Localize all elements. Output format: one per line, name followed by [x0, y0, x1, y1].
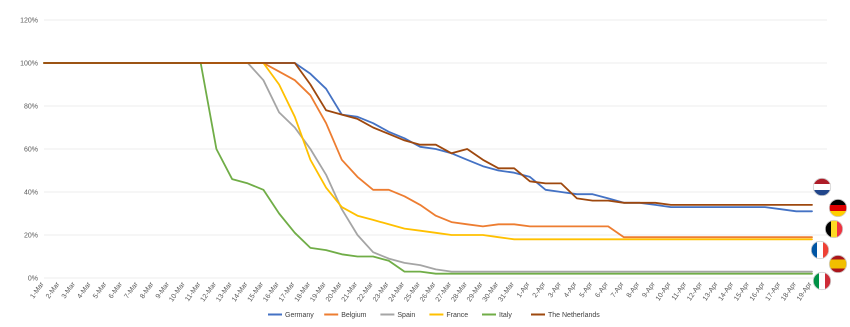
x-tick-label: 4-Apr — [563, 281, 579, 300]
italy-flag-icon — [813, 272, 831, 290]
series-line-italy — [43, 62, 813, 275]
y-axis-tick-labels: 0% 20% 40% 60% 80% 100% 120% — [20, 18, 38, 283]
legend-label: Italy — [499, 312, 512, 319]
x-tick-label: 10-Apr — [655, 281, 673, 303]
y-tick-label: 80% — [24, 104, 38, 111]
x-tick-label: 4-Mar — [76, 281, 93, 301]
legend: Germany Belgium Spain France Italy The Nether… — [268, 312, 600, 319]
x-tick-label: 1-Mar — [29, 281, 46, 301]
legend-entry: Belgium — [324, 312, 367, 319]
y-tick-label: 0% — [28, 276, 38, 283]
x-tick-label: 5-Mar — [92, 281, 109, 301]
x-tick-label: 31-Mar — [497, 281, 516, 304]
country-flags — [810, 177, 848, 291]
legend-label: France — [446, 312, 468, 319]
legend-label: Spain — [397, 312, 415, 319]
x-tick-label: 3-Mar — [61, 281, 78, 301]
france-flag-icon — [811, 241, 829, 259]
x-tick-label: 3-Apr — [547, 281, 563, 300]
spain-flag-icon — [829, 255, 847, 273]
netherlands-flag-icon — [813, 178, 831, 196]
x-tick-label: 2-Mar — [45, 281, 62, 301]
series-lines — [43, 62, 813, 275]
x-tick-label: 8-Mar — [139, 281, 156, 301]
y-tick-label: 40% — [24, 190, 38, 197]
x-tick-label: 6-Mar — [108, 281, 125, 301]
legend-entry: Italy — [482, 312, 512, 319]
x-tick-label: 6-Apr — [594, 281, 610, 300]
x-tick-label: 2-Apr — [532, 281, 548, 300]
y-tick-label: 120% — [20, 18, 38, 25]
series-line-spain — [43, 62, 813, 273]
x-tick-label: 19-Apr — [796, 281, 814, 303]
legend-label: Germany — [285, 312, 314, 319]
x-tick-label: 7-Mar — [123, 281, 140, 301]
series-line-belgium — [43, 62, 813, 239]
legend-label: Belgium — [341, 312, 366, 319]
legend-entry: France — [429, 312, 468, 319]
legend-entry: The Netherlands — [531, 312, 600, 319]
y-tick-label: 60% — [24, 147, 38, 154]
x-axis-tick-labels: 1-Mar 2-Mar 3-Mar 4-Mar 5-Mar 6-Mar 7-Mar 8-Mar… — [29, 281, 814, 304]
x-tick-label: 9-Apr — [641, 281, 657, 300]
y-tick-label: 20% — [24, 233, 38, 240]
legend-entry: Spain — [380, 312, 415, 319]
x-tick-label: 7-Apr — [610, 281, 626, 300]
series-line-the-netherlands — [43, 62, 813, 206]
belgium-flag-icon — [825, 220, 843, 238]
x-tick-label: 8-Apr — [626, 281, 642, 300]
x-tick-label: 1-Apr — [516, 281, 532, 300]
legend-entry: Germany — [268, 312, 314, 319]
y-tick-label: 100% — [20, 61, 38, 68]
legend-label: The Netherlands — [548, 312, 600, 319]
x-tick-label: 5-Apr — [579, 281, 595, 300]
series-line-germany — [43, 62, 813, 213]
series-line-france — [43, 62, 813, 241]
germany-flag-icon — [829, 199, 847, 217]
